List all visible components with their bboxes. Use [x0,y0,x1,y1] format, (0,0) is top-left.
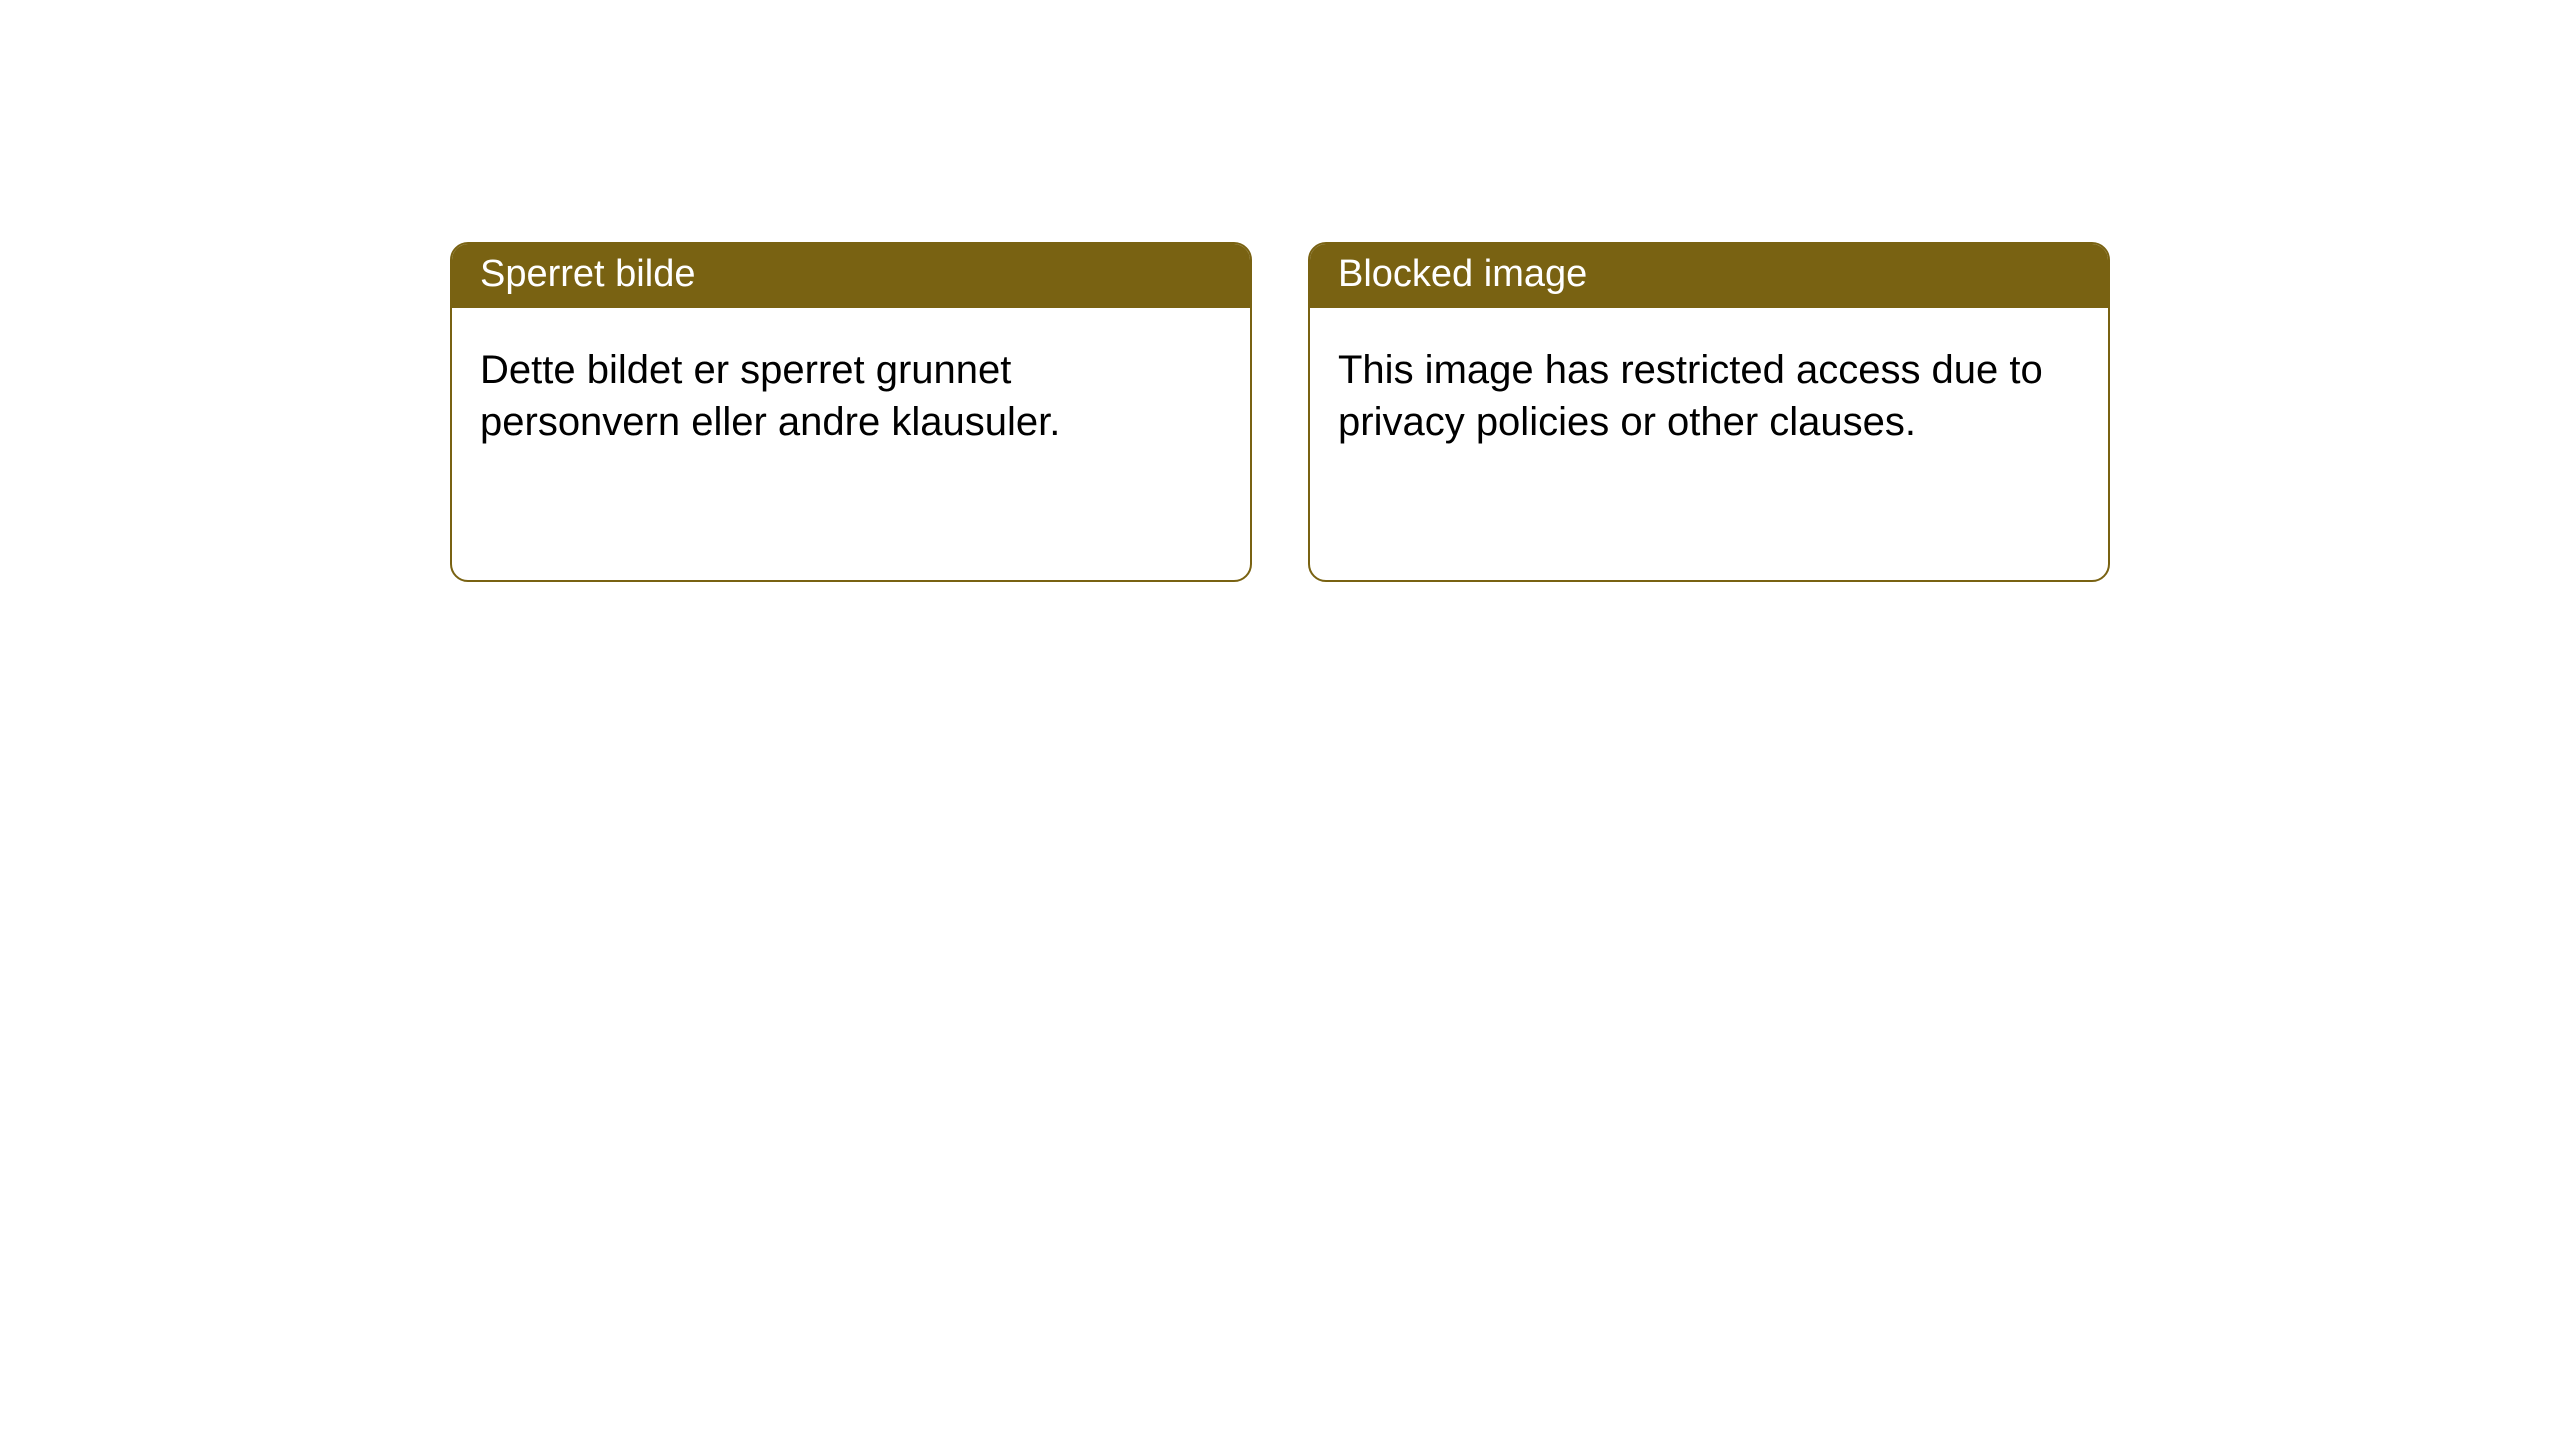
notice-card-english: Blocked image This image has restricted … [1308,242,2110,582]
card-title: Blocked image [1310,244,2108,308]
notice-card-norwegian: Sperret bilde Dette bildet er sperret gr… [450,242,1252,582]
card-body: Dette bildet er sperret grunnet personve… [452,308,1250,580]
card-title: Sperret bilde [452,244,1250,308]
card-body: This image has restricted access due to … [1310,308,2108,580]
notice-card-row: Sperret bilde Dette bildet er sperret gr… [0,0,2560,582]
